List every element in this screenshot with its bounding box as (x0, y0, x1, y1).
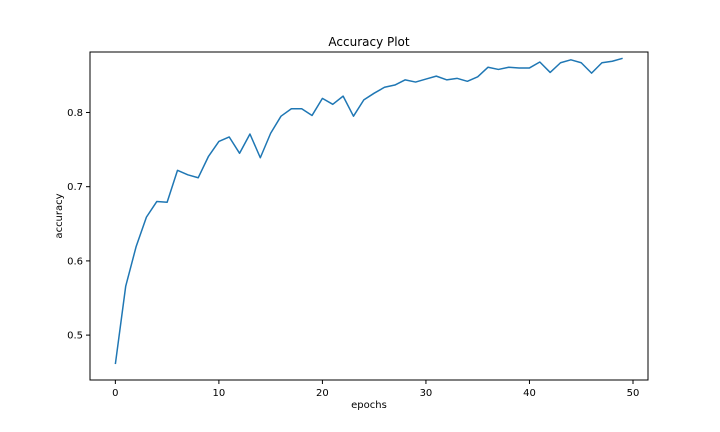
x-tick-label: 0 (112, 388, 118, 399)
y-tick-label: 0.5 (67, 331, 83, 342)
series-layer (114, 57, 623, 365)
x-tick-label: 10 (213, 388, 226, 399)
y-axis-ticks: 0.5 0.6 0.7 0.8 (67, 108, 90, 342)
x-tick-label: 30 (420, 388, 433, 399)
x-axis-ticks: 0 10 20 30 40 50 (112, 380, 639, 399)
x-axis-label: epochs (351, 400, 387, 411)
x-tick-label: 20 (316, 388, 329, 399)
chart-title: Accuracy Plot (328, 35, 410, 49)
x-tick-label: 50 (627, 388, 640, 399)
x-tick-label: 40 (523, 388, 536, 399)
y-tick-label: 0.7 (67, 182, 83, 193)
y-tick-label: 0.8 (67, 108, 83, 119)
accuracy-series-line (114, 57, 623, 365)
plot-area-frame (89, 51, 649, 381)
y-axis-label: accuracy (54, 193, 65, 238)
y-tick-label: 0.6 (67, 256, 83, 267)
